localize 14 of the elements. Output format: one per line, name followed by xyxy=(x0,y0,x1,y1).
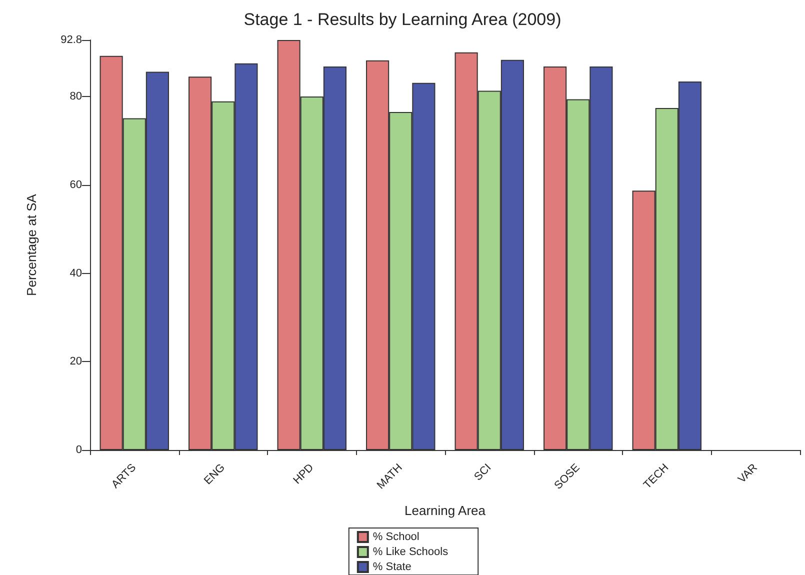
y-tick-label: 80 xyxy=(70,90,82,103)
y-tick-label: 92.8 xyxy=(60,34,82,46)
y-tick-label: 0 xyxy=(76,444,82,456)
chart-title: Stage 1 - Results by Learning Area (2009) xyxy=(244,10,562,29)
y-tick-label: 20 xyxy=(70,356,82,368)
x-tick-label: SCI xyxy=(472,462,494,484)
y-tick-label: 60 xyxy=(70,178,82,191)
y-tick-label: 40 xyxy=(70,267,82,280)
legend-label: % State xyxy=(372,561,412,573)
legend-label: % School xyxy=(372,531,420,543)
legend-label: % Like Schools xyxy=(372,546,449,558)
x-axis-title: Learning Area xyxy=(404,503,486,518)
y-axis-title: Percentage at SA xyxy=(24,194,39,296)
x-tick-label: VAR xyxy=(736,462,760,486)
